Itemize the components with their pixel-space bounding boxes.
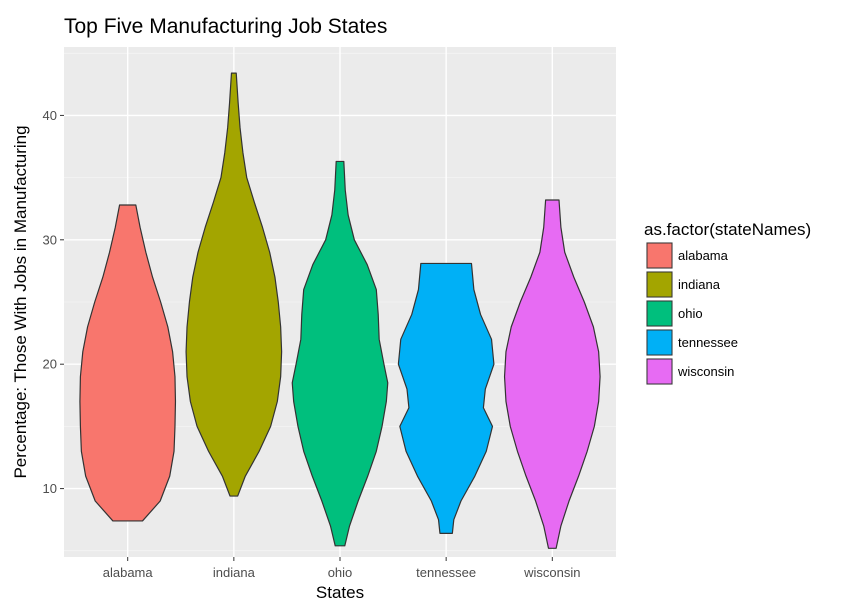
y-tick-label: 20 <box>43 357 57 372</box>
legend-label: alabama <box>678 248 729 263</box>
y-axis-title: Percentage: Those With Jobs in Manufactu… <box>11 125 30 478</box>
violin-wisconsin <box>503 199 601 549</box>
violin-tennessee <box>397 262 495 534</box>
legend-swatch <box>646 242 673 269</box>
violin-indiana <box>185 72 283 497</box>
x-axis-title: States <box>316 583 364 602</box>
legend-swatch <box>646 271 673 298</box>
y-tick-label: 30 <box>43 232 57 247</box>
x-tick-label: alabama <box>103 565 154 580</box>
legend-label: tennessee <box>678 335 738 350</box>
violin-alabama <box>79 204 177 522</box>
x-tick-label: tennessee <box>416 565 476 580</box>
x-tick-label: wisconsin <box>523 565 580 580</box>
x-axis: alabama indiana ohio tennessee wisconsin <box>103 557 580 580</box>
legend-swatch <box>646 358 673 385</box>
legend-label: indiana <box>678 277 721 292</box>
x-tick-label: indiana <box>213 565 256 580</box>
y-tick-label: 40 <box>43 108 57 123</box>
legend-title: as.factor(stateNames) <box>644 220 811 239</box>
legend-swatch <box>646 329 673 356</box>
chart-title: Top Five Manufacturing Job States <box>64 15 387 38</box>
violins <box>79 72 601 549</box>
y-tick-label: 10 <box>43 481 57 496</box>
x-tick-label: ohio <box>328 565 353 580</box>
violin-ohio <box>291 160 389 547</box>
legend: as.factor(stateNames) alabama indiana ohio… <box>644 220 811 385</box>
legend-label: ohio <box>678 306 703 321</box>
legend-swatch <box>646 300 673 327</box>
legend-label: wisconsin <box>677 364 734 379</box>
y-axis: 10 20 30 40 <box>43 108 64 496</box>
